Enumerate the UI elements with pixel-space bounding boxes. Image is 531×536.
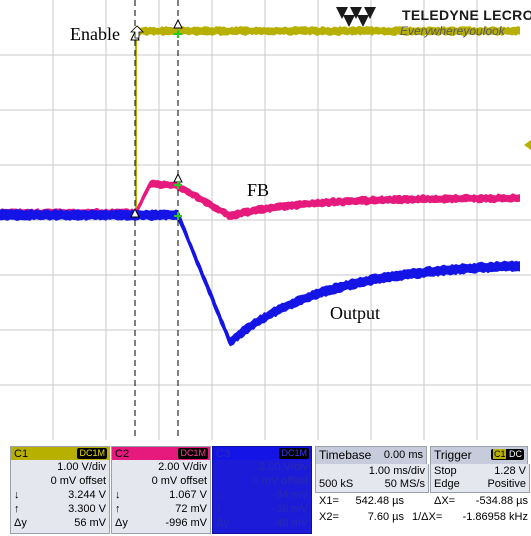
x1-label: X1= [319, 495, 339, 507]
c1-delta-y: 56 mV [74, 517, 106, 529]
x1-value: 542.48 µs [355, 495, 404, 507]
timebase-rate: 50 MS/s [384, 478, 425, 490]
c3-coupling-badge: DC1M [279, 448, 309, 459]
trigger-level: 1.28 V [494, 465, 526, 477]
c3-header: C3 DC1M [213, 447, 311, 460]
c1-up-arrow-icon: ↑ [14, 503, 20, 515]
channel-c1-descriptor[interactable]: C1 DC1M 1.00 V/div 0 mV offset ↓ 3.244 V … [10, 446, 110, 534]
c2-name: C2 [115, 447, 130, 460]
c2-down-value: 1.067 V [169, 489, 207, 501]
c1-name: C1 [14, 447, 29, 460]
x2-value: 7.60 µs [367, 511, 404, 523]
channel-c3-descriptor[interactable]: C3 DC1M 2.00 V/div 0 mV offset ↓ -84 mV ↑… [212, 446, 312, 534]
brand-tagline: Everywhereyoulook [400, 24, 505, 38]
dx-value: -534.88 µs [475, 495, 528, 507]
cursor-cross-c1 [174, 30, 182, 38]
teledyne-lecroy-logo: TELEDYNE LECROY Everywhereyoulook [334, 3, 531, 43]
timebase-header: Timebase 0.00 ms [315, 446, 427, 465]
trigger-level-icon [524, 140, 531, 150]
inv-dx-label: 1/ΔX= [412, 511, 443, 523]
enable-label: Enable [70, 24, 120, 44]
c3-down-arrow-icon: ↓ [216, 489, 222, 501]
brand-name: TELEDYNE LECROY [402, 7, 531, 23]
c3-up-arrow-icon: ↑ [216, 503, 222, 515]
timebase-tdiv: 1.00 ms/div [368, 465, 425, 477]
c2-coupling-badge: DC1M [178, 448, 208, 459]
c2-delta-y-label: Δy [115, 517, 128, 529]
scope-display: TELEDYNE LECROY Everywhereyoulook Enable… [0, 0, 531, 440]
trigger-header: Trigger C1 DC [430, 446, 528, 465]
c1-header: C1 DC1M [11, 447, 109, 460]
dx-label: ΔX= [434, 495, 456, 507]
trigger-mode: Stop [434, 465, 457, 477]
c3-delta-y-label: Δy [216, 517, 229, 529]
c2-delta-y: -996 mV [165, 517, 207, 529]
channel-c2-descriptor[interactable]: C2 DC1M 2.00 V/div 0 mV offset ↓ 1.067 V … [111, 446, 211, 534]
cursor-cross-c3 [174, 212, 182, 220]
c2-header: C2 DC1M [112, 447, 210, 460]
c2-offset: 0 mV offset [151, 475, 207, 487]
c3-delta-y: 48 mV [276, 517, 308, 529]
trigger-title: Trigger [434, 448, 472, 462]
c1-down-arrow-icon: ↓ [14, 489, 20, 501]
c1-down-value: 3.244 V [68, 489, 106, 501]
timebase-samples: 500 kS [319, 478, 354, 490]
cursor-marker-c1-x2 [173, 18, 183, 29]
c2-down-arrow-icon: ↓ [115, 489, 121, 501]
timebase-descriptor[interactable]: Timebase 0.00 ms 1.00 ms/div 500 kS 50 M… [315, 446, 429, 493]
c1-enable-trace [136, 26, 520, 36]
trigger-descriptor[interactable]: Trigger C1 DC Stop 1.28 V Edge Positive [430, 446, 530, 493]
c3-up-value: -36 mV [272, 503, 308, 515]
c2-vdiv: 2.00 V/div [158, 461, 207, 473]
cursor-cross-c2 [174, 181, 182, 189]
cursor-marker-c2-x2 [173, 172, 183, 183]
c3-vdiv: 2.00 V/div [259, 461, 308, 473]
cursor-marker-c3-x1 [130, 207, 140, 218]
logo-mark-icon [336, 7, 376, 27]
c1-offset: 0 mV offset [50, 475, 106, 487]
x2-label: X2= [319, 511, 339, 523]
fb-label: FB [247, 180, 270, 200]
trigger-type: Edge [434, 478, 460, 490]
trigger-source: C1 [492, 449, 507, 459]
trigger-slope: Positive [487, 478, 526, 490]
waveform-grid [0, 0, 531, 440]
c3-name: C3 [216, 447, 231, 460]
c1-up-value: 3.300 V [68, 503, 106, 515]
c3-offset: 0 mV offset [252, 475, 308, 487]
c2-up-value: 72 mV [175, 503, 207, 515]
timebase-delay: 0.00 ms [383, 449, 423, 461]
c2-fb-trace [0, 179, 520, 220]
c2-up-arrow-icon: ↑ [115, 503, 121, 515]
output-label: Output [330, 303, 381, 323]
c1-coupling-badge: DC1M [77, 448, 107, 459]
measurement-panel: C1 DC1M 1.00 V/div 0 mV offset ↓ 3.244 V … [0, 443, 531, 536]
c3-down-value: -84 mV [272, 489, 308, 501]
trigger-coupling: DC [509, 449, 522, 459]
c3-output-trace [0, 209, 520, 347]
inv-dx-value: -1.86958 kHz [462, 511, 528, 523]
c1-delta-y-label: Δy [14, 517, 27, 529]
c1-vdiv: 1.00 V/div [57, 461, 106, 473]
timebase-title: Timebase [319, 448, 372, 462]
c1-ref-arrow-icon [130, 25, 144, 39]
